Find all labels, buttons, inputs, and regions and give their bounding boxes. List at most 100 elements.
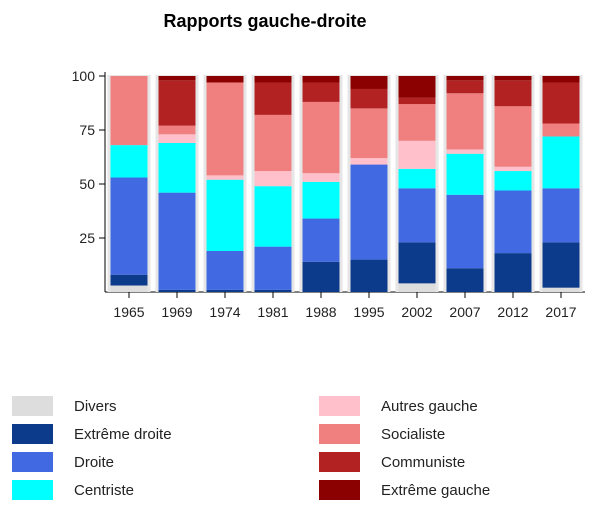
- bar-segment-droite: [398, 188, 436, 243]
- bar-stack: [491, 75, 535, 292]
- legend-label: Extrême gauche: [381, 482, 490, 499]
- legend-label: Divers: [74, 398, 117, 415]
- legend-swatch: [319, 480, 360, 500]
- bars-group: [107, 75, 583, 292]
- bar-segment-extr-me-gauche: [494, 76, 532, 81]
- bar-stack: [539, 75, 583, 292]
- legend-item: Socialiste: [319, 424, 445, 444]
- bar-segment-droite: [446, 194, 484, 269]
- x-tick-label: 2012: [497, 304, 528, 320]
- bar-stack: [203, 75, 247, 292]
- bar-segment-communiste: [302, 82, 340, 102]
- bar-segment-socialiste: [158, 125, 196, 135]
- bar-segment-divers: [542, 287, 580, 292]
- bar-segment-communiste: [158, 80, 196, 126]
- bar-segment-extr-me-droite: [254, 289, 292, 292]
- legend-label: Autres gauche: [381, 398, 478, 415]
- x-tick-label: 2002: [401, 304, 432, 320]
- legend-item: Extrême droite: [12, 424, 172, 444]
- bar-segment-autres-gauche: [446, 149, 484, 154]
- y-tick-label: 75: [79, 122, 95, 138]
- bar-segment-centriste: [254, 186, 292, 247]
- bar-stack: [107, 75, 151, 292]
- bar-segment-socialiste: [494, 106, 532, 167]
- bar-segment-communiste: [254, 82, 292, 115]
- bar-segment-extr-me-droite: [350, 259, 388, 292]
- bar-segment-autres-gauche: [350, 158, 388, 165]
- bar-segment-socialiste: [398, 104, 436, 141]
- bar-segment-centriste: [542, 136, 580, 189]
- x-axis: 1965 1969 1974 1981 1988 1995 2002 2007 2012 2017: [105, 291, 585, 320]
- x-tick-label: 1969: [161, 304, 192, 320]
- legend-swatch: [12, 480, 53, 500]
- bar-segment-socialiste: [206, 82, 244, 176]
- bar-segment-socialiste: [302, 101, 340, 174]
- legend: Divers Extrême droite Droite Centriste Autre…: [12, 396, 490, 500]
- bar-stack: [251, 75, 295, 292]
- bar-segment-extr-me-gauche: [302, 76, 340, 83]
- bar-segment-communiste: [446, 80, 484, 94]
- bar-stack: [347, 75, 391, 292]
- legend-label: Droite: [74, 454, 114, 471]
- bar-segment-socialiste: [350, 108, 388, 159]
- bar-segment-droite: [302, 218, 340, 262]
- bar-segment-centriste: [494, 171, 532, 191]
- x-tick-label: 1965: [113, 304, 144, 320]
- legend-item: Communiste: [319, 452, 465, 472]
- bar-segment-extr-me-droite: [206, 289, 244, 292]
- bar-segment-socialiste: [254, 114, 292, 172]
- bar-stack: [155, 75, 199, 292]
- bar-segment-extr-me-gauche: [350, 76, 388, 89]
- bar-segment-communiste: [350, 88, 388, 109]
- bar-stack: [299, 75, 343, 292]
- bar-segment-extr-me-droite: [542, 242, 580, 288]
- bar-stack: [395, 75, 439, 292]
- bar-segment-autres-gauche: [158, 134, 196, 143]
- legend-label: Socialiste: [381, 426, 445, 443]
- bar-segment-centriste: [110, 145, 148, 178]
- bar-segment-centriste: [158, 142, 196, 193]
- bar-segment-droite: [254, 246, 292, 290]
- bar-segment-extr-me-droite: [398, 242, 436, 284]
- legend-swatch: [319, 452, 360, 472]
- bar-segment-droite: [206, 250, 244, 290]
- legend-swatch: [319, 424, 360, 444]
- legend-item: Autres gauche: [319, 396, 478, 416]
- bar-segment-extr-me-droite: [446, 268, 484, 292]
- bar-segment-extr-me-gauche: [398, 76, 436, 98]
- legend-item: Centriste: [12, 480, 134, 500]
- bar-segment-socialiste: [446, 93, 484, 150]
- bar-segment-centriste: [446, 153, 484, 195]
- bar-segment-extr-me-gauche: [158, 76, 196, 81]
- bar-segment-extr-me-droite: [302, 261, 340, 292]
- bar-segment-droite: [110, 177, 148, 275]
- bar-segment-extr-me-gauche: [542, 76, 580, 83]
- chart-title: Rapports gauche-droite: [163, 11, 366, 31]
- x-tick-label: 1995: [353, 304, 384, 320]
- legend-label: Extrême droite: [74, 426, 172, 443]
- bar-segment-autres-gauche: [254, 171, 292, 187]
- bar-segment-extr-me-gauche: [254, 76, 292, 83]
- bar-segment-autres-gauche: [206, 175, 244, 180]
- bar-segment-divers: [398, 283, 436, 292]
- y-tick-label: 25: [79, 230, 95, 246]
- x-tick-label: 2007: [449, 304, 480, 320]
- bar-segment-droite: [158, 192, 196, 290]
- bar-segment-extr-me-droite: [110, 274, 148, 286]
- bar-segment-autres-gauche: [494, 166, 532, 172]
- bar-segment-extr-me-gauche: [446, 76, 484, 81]
- bar-segment-centriste: [206, 179, 244, 251]
- legend-swatch: [12, 452, 53, 472]
- legend-item: Droite: [12, 452, 114, 472]
- bar-segment-socialiste: [110, 76, 148, 146]
- bar-segment-droite: [350, 164, 388, 260]
- y-axis: 25 50 75 100: [72, 68, 106, 292]
- x-tick-label: 1988: [305, 304, 336, 320]
- y-tick-label: 50: [79, 176, 95, 192]
- y-tick-label: 100: [72, 68, 96, 84]
- bar-segment-extr-me-droite: [158, 289, 196, 292]
- bar-segment-autres-gauche: [398, 140, 436, 169]
- legend-swatch: [12, 396, 53, 416]
- bar-segment-socialiste: [542, 123, 580, 137]
